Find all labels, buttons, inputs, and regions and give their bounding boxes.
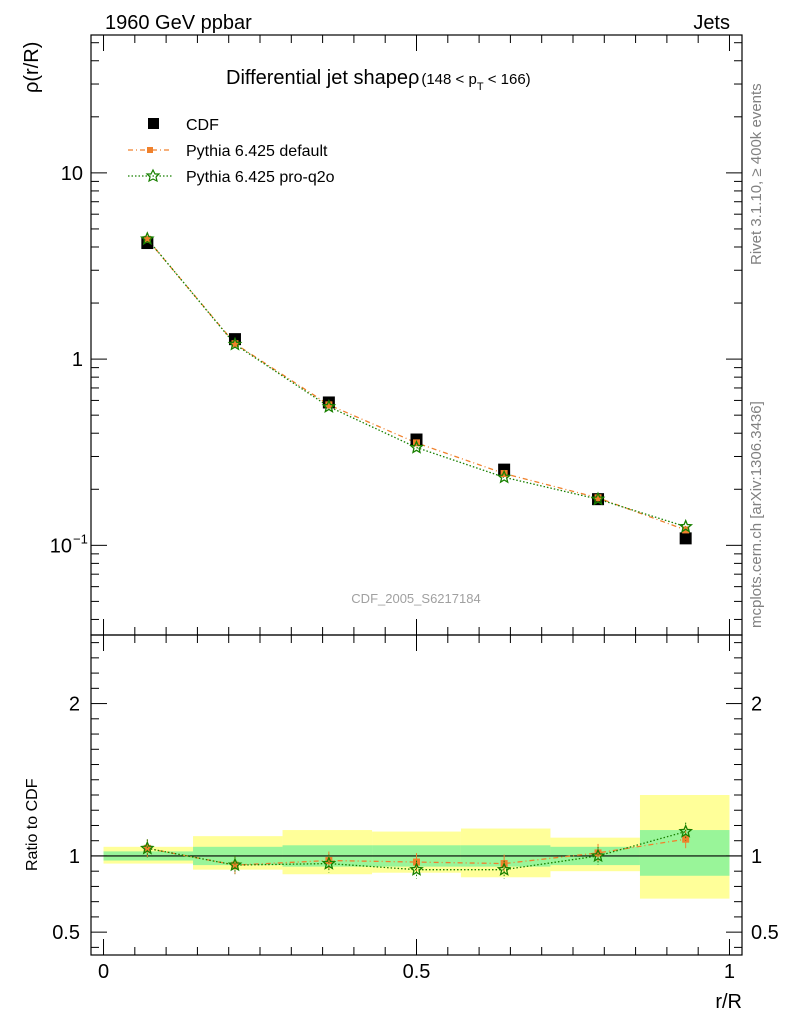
legend-cdf-marker bbox=[148, 118, 159, 129]
ratio-x-tick-labels: 0 0.5 1 bbox=[98, 961, 735, 983]
ratio-data-marks bbox=[140, 822, 694, 879]
ratio-x-tick-label: 0 bbox=[98, 961, 109, 983]
legend-proq2o-label: Pythia 6.425 pro-q2o bbox=[186, 169, 335, 186]
legend: CDF Pythia 6.425 default Pythia 6.425 pr… bbox=[128, 117, 335, 186]
proq2o-point bbox=[409, 439, 424, 454]
ratio-y-tick-label-right: 0.5 bbox=[751, 922, 779, 944]
ratio-default-point bbox=[682, 835, 690, 843]
main-title-text: Differential jet shapeρ bbox=[226, 67, 419, 89]
ratio-proq2o-point bbox=[590, 848, 606, 863]
ratio-x-tick-label: 1 bbox=[724, 961, 735, 983]
ratio-proq2o-point bbox=[321, 855, 337, 870]
default-point bbox=[594, 494, 602, 502]
ratio-default-point bbox=[231, 861, 239, 869]
ratio-uncertainty-bands bbox=[103, 795, 730, 899]
ratio-x-tick-label: 0.5 bbox=[403, 961, 431, 983]
ratio-proq2o-point bbox=[140, 840, 155, 855]
ratio-proq2o-point bbox=[409, 862, 424, 876]
header-right: Jets bbox=[693, 12, 730, 34]
ratio-y-tick-label-right: 2 bbox=[751, 694, 762, 716]
main-y-tick-label: 10 bbox=[50, 535, 72, 557]
proq2o-point bbox=[139, 231, 155, 246]
default-point bbox=[231, 340, 239, 348]
proq2o-point bbox=[678, 518, 694, 533]
ratio-y-tick-label: 2 bbox=[69, 694, 80, 716]
main-title-cut: (148 < p bbox=[421, 71, 476, 88]
main-data-marks bbox=[139, 231, 694, 545]
main-title-sub: T bbox=[477, 81, 484, 93]
ratio-default-point bbox=[325, 857, 333, 865]
default-point bbox=[325, 401, 333, 409]
default-point bbox=[143, 235, 151, 243]
legend-entry-proq2o: Pythia 6.425 pro-q2o bbox=[128, 168, 335, 186]
proq2o-point bbox=[496, 469, 512, 484]
legend-cdf-label: CDF bbox=[186, 117, 219, 134]
legend-entry-cdf: CDF bbox=[148, 117, 219, 134]
ratio-proq2o-point bbox=[678, 823, 694, 838]
mcplots-label: mcplots.cern.ch [arXiv:1306.3436] bbox=[748, 401, 765, 628]
ratio-y-tick-label: 0.5 bbox=[52, 922, 80, 944]
rivet-label: Rivet 3.1.10, ≥ 400k events bbox=[748, 83, 765, 265]
main-axis-ticks bbox=[91, 35, 742, 635]
proq2o-point bbox=[227, 336, 243, 351]
main-panel: Differential jet shapeρ (148 < pT < 166) … bbox=[21, 34, 743, 636]
ratio-default-point bbox=[594, 849, 602, 857]
series-proq2o-line bbox=[146, 238, 686, 528]
analysis-watermark: CDF_2005_S6217184 bbox=[351, 591, 480, 606]
ratio-proq2o-point bbox=[496, 862, 512, 876]
ratio-y-tick-label-right: 1 bbox=[751, 846, 762, 868]
legend-default-label: Pythia 6.425 default bbox=[186, 143, 328, 160]
cdf-point bbox=[679, 532, 692, 545]
main-title-cut-end: < 166) bbox=[484, 71, 531, 88]
main-y-tick-label: 1 bbox=[72, 349, 83, 371]
proq2o-point bbox=[321, 399, 337, 414]
legend-proq2o-marker bbox=[145, 168, 161, 183]
ratio-panel: 2 21 10.5 0.5 0 0.5 1 Ratio to CDF r/R bbox=[24, 634, 779, 1013]
main-title: Differential jet shapeρ (148 < pT < 166) bbox=[226, 67, 531, 93]
series-default-line bbox=[146, 238, 686, 531]
ratio-frame bbox=[90, 634, 743, 956]
main-y-axis-label: ρ(r/R) bbox=[21, 42, 43, 93]
proq2o-point bbox=[590, 491, 606, 506]
legend-default-marker bbox=[147, 147, 153, 153]
ratio-proq2o-point bbox=[227, 857, 243, 872]
ratio-default-point bbox=[143, 844, 151, 852]
default-point bbox=[500, 470, 508, 478]
ratio-y-tick-labels: 2 2 1 1 0.5 0.5 bbox=[52, 694, 779, 945]
ratio-y-tick-label: 1 bbox=[69, 846, 80, 868]
ratio-axis-ticks bbox=[91, 635, 742, 955]
header-left: 1960 GeV ppbar bbox=[105, 12, 252, 34]
legend-entry-default: Pythia 6.425 default bbox=[128, 143, 328, 160]
x-axis-label: r/R bbox=[715, 991, 742, 1013]
ratio-y-axis-label: Ratio to CDF bbox=[24, 778, 41, 871]
main-y-tick-label-exponent: −1 bbox=[73, 531, 88, 546]
main-y-tick-label: 10 bbox=[61, 163, 83, 185]
